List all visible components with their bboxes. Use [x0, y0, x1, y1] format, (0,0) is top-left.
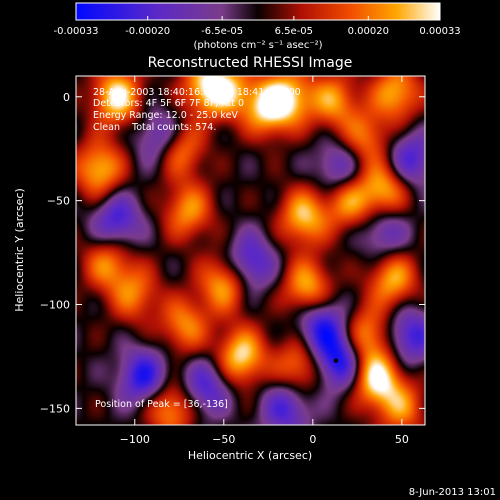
colorbar-tick-label: -0.00020 — [125, 26, 170, 37]
colorbar-gradient — [75, 2, 441, 21]
plot-frame — [75, 75, 426, 426]
x-axis-label: Heliocentric X (arcsec) — [188, 449, 312, 462]
info-clean-counts: Clean Total counts: 574. — [93, 122, 216, 133]
footer-timestamp: 8-Jun-2013 13:01 — [409, 487, 496, 498]
info-energy-range: Energy Range: 12.0 - 25.0 keV — [93, 110, 238, 121]
info-time-range: 28-Aug-2003 18:40:16.000 to 18:41:48.000 — [93, 87, 301, 98]
colorbar-label: (photons cm⁻² s⁻¹ asec⁻²) — [193, 40, 322, 51]
colorbar-tick-label: 0.00033 — [419, 26, 460, 37]
y-tick-label: 0 — [63, 91, 70, 104]
x-tick-label: 0 — [309, 433, 316, 446]
colorbar-tick-label: -6.5e-05 — [201, 26, 243, 37]
chart-title: Reconstructed RHESSI Image — [148, 55, 353, 71]
axes: −100 −50 0 50 −150 −100 −50 0 — [40, 76, 425, 446]
colorbar-ticks: -0.00033 -0.00020 -6.5e-05 6.5e-05 0.00020 0.… — [54, 16, 461, 37]
y-axis-label: Heliocentric Y (arcsec) — [13, 188, 26, 312]
colorbar: -0.00033 -0.00020 -6.5e-05 6.5e-05 0.00020 0.… — [54, 2, 461, 51]
x-tick-label: 50 — [395, 433, 409, 446]
peak-position-label: Position of Peak = [36,-136] — [95, 399, 228, 410]
peak-marker — [333, 358, 339, 363]
y-tick-label: −150 — [40, 402, 70, 415]
y-tick-label: −50 — [47, 195, 70, 208]
y-tick-label: −100 — [40, 299, 70, 312]
heatmap-raster — [76, 76, 425, 425]
colorbar-tick-label: 6.5e-05 — [275, 26, 313, 37]
colorbar-tick-label: -0.00033 — [54, 26, 99, 37]
observation-info: 28-Aug-2003 18:40:16.000 to 18:41:48.000… — [93, 87, 301, 133]
colorbar-tick-label: 0.00020 — [348, 26, 389, 37]
info-detectors: Detectors: 4F 5F 6F 7F 8F, Att 0 — [93, 98, 244, 109]
x-tick-label: −50 — [212, 433, 235, 446]
x-tick-label: −100 — [120, 433, 150, 446]
heatmap-image — [76, 76, 425, 425]
